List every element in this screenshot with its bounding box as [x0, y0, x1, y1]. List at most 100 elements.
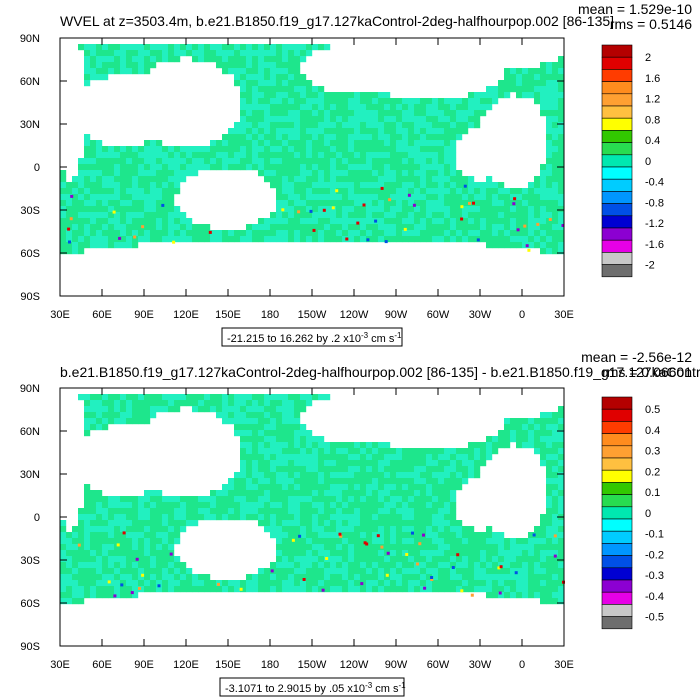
ocean-cell [414, 502, 421, 509]
ocean-cell [306, 206, 313, 213]
ocean-cell [324, 140, 331, 147]
ocean-cell [306, 230, 313, 237]
ocean-cell [402, 502, 409, 509]
ocean-cell [540, 236, 547, 243]
ocean-cell [246, 50, 253, 57]
ocean-cell [162, 406, 169, 413]
ocean-cell [390, 140, 397, 147]
ocean-cell [306, 128, 313, 135]
anomaly-dot [561, 224, 565, 227]
ocean-cell [294, 454, 301, 461]
ocean-cell [546, 206, 553, 213]
colorbar-swatch [601, 252, 633, 265]
ocean-cell [108, 158, 115, 165]
ocean-cell [132, 230, 139, 237]
ocean-cell [276, 448, 283, 455]
ocean-cell [102, 580, 109, 587]
ocean-cell [426, 176, 433, 183]
ocean-cell [192, 146, 199, 153]
ocean-cell [552, 110, 559, 117]
ocean-cell [228, 146, 235, 153]
ocean-cell [300, 188, 307, 195]
ocean-cell [234, 128, 241, 135]
ocean-cell [234, 394, 241, 401]
anomaly-dot [516, 228, 520, 232]
ocean-cell [546, 224, 553, 231]
ocean-cell [414, 152, 421, 159]
ocean-cell [348, 562, 355, 569]
ocean-cell [294, 550, 301, 557]
x-tick-label: 120E [173, 309, 199, 321]
ocean-cell [240, 454, 247, 461]
ocean-cell [96, 424, 103, 431]
ocean-cell [264, 68, 271, 75]
ocean-cell [288, 218, 295, 225]
panel-1-anomaly-dots [67, 184, 565, 252]
ocean-cell [288, 56, 295, 63]
ocean-cell [108, 170, 115, 177]
ocean-cell [240, 80, 247, 87]
ocean-cell [60, 544, 67, 551]
ocean-cell [258, 394, 265, 401]
ocean-cell [120, 158, 127, 165]
ocean-cell [366, 454, 373, 461]
ocean-cell [462, 532, 469, 539]
ocean-cell [486, 194, 493, 201]
ocean-cell [402, 146, 409, 153]
ocean-cell [438, 490, 445, 497]
ocean-cell [462, 586, 469, 593]
ocean-cell [132, 176, 139, 183]
ocean-cell [312, 466, 319, 473]
ocean-cell [360, 496, 367, 503]
ocean-cell [96, 158, 103, 165]
anomaly-dot [472, 201, 475, 205]
ocean-cell [408, 520, 415, 527]
ocean-cell [258, 98, 265, 105]
ocean-cell [384, 188, 391, 195]
ocean-cell [162, 176, 169, 183]
ocean-cell [102, 412, 109, 419]
ocean-cell [522, 562, 529, 569]
ocean-cell [282, 62, 289, 69]
ocean-cell [156, 182, 163, 189]
ocean-cell [144, 490, 151, 497]
ocean-cell [426, 200, 433, 207]
ocean-cell [522, 68, 529, 75]
ocean-cell [150, 412, 157, 419]
ocean-cell [318, 472, 325, 479]
ocean-cell [120, 194, 127, 201]
ocean-cell [126, 164, 133, 171]
ocean-cell [426, 116, 433, 123]
ocean-cell [558, 140, 565, 147]
ocean-cell [552, 236, 559, 243]
ocean-cell [498, 218, 505, 225]
ocean-cell [462, 466, 469, 473]
ocean-cell [504, 538, 511, 545]
ocean-cell [264, 62, 271, 69]
ocean-cell [486, 448, 493, 455]
ocean-cell [174, 400, 181, 407]
ocean-cell [354, 448, 361, 455]
ocean-cell [294, 68, 301, 75]
ocean-cell [162, 158, 169, 165]
ocean-cell [354, 490, 361, 497]
ocean-cell [366, 134, 373, 141]
ocean-cell [108, 556, 115, 563]
ocean-cell [480, 562, 487, 569]
ocean-cell [366, 442, 373, 449]
ocean-cell [546, 430, 553, 437]
ocean-cell [222, 152, 229, 159]
ocean-cell [396, 586, 403, 593]
ocean-cell [270, 424, 277, 431]
ocean-cell [414, 164, 421, 171]
ocean-cell [78, 170, 85, 177]
ocean-cell [342, 146, 349, 153]
ocean-cell [102, 526, 109, 533]
ocean-cell [282, 152, 289, 159]
ocean-cell [60, 218, 67, 225]
ocean-cell [288, 472, 295, 479]
ocean-cell [516, 592, 523, 599]
ocean-cell [384, 116, 391, 123]
ocean-cell [342, 484, 349, 491]
ocean-cell [264, 104, 271, 111]
